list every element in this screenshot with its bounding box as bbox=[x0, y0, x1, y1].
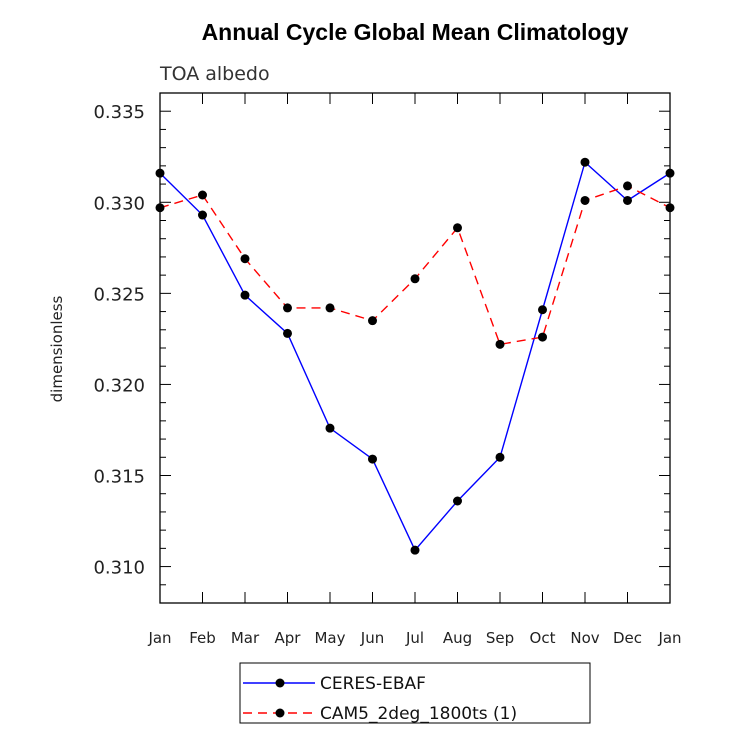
series-layer bbox=[155, 157, 675, 555]
axis-ticks bbox=[159, 92, 671, 604]
data-point bbox=[453, 496, 462, 506]
series-line bbox=[159, 185, 671, 346]
data-point bbox=[453, 223, 462, 233]
legend-marker bbox=[275, 708, 285, 718]
x-tick-label: Mar bbox=[231, 629, 260, 647]
data-point bbox=[240, 290, 250, 300]
data-point bbox=[283, 328, 292, 338]
y-tick-label: 0.325 bbox=[93, 284, 145, 305]
y-tick-label: 0.320 bbox=[93, 375, 145, 396]
legend-label: CAM5_2deg_1800ts (1) bbox=[320, 704, 517, 724]
data-point bbox=[410, 545, 420, 555]
data-point bbox=[495, 452, 505, 462]
chart-title: Annual Cycle Global Mean Climatology bbox=[202, 19, 629, 45]
data-point bbox=[623, 195, 632, 205]
axis-tick-labels: Jan Feb Mar Apr May Jun Jul Aug Sep Oct Nov Dec Jan 0… bbox=[93, 102, 681, 647]
y-axis-label: dimensionless bbox=[48, 295, 66, 402]
data-point bbox=[538, 332, 547, 342]
x-tick-label: Dec bbox=[613, 629, 642, 647]
y-tick-label: 0.315 bbox=[93, 467, 145, 488]
data-point bbox=[155, 168, 165, 178]
legend-box bbox=[239, 662, 591, 724]
x-tick-label: May bbox=[314, 629, 345, 647]
x-tick-label: Jan bbox=[147, 629, 171, 647]
data-point bbox=[240, 254, 250, 264]
data-point bbox=[495, 339, 505, 349]
legend-label: CERES-EBAF bbox=[320, 674, 426, 694]
data-point bbox=[368, 316, 377, 326]
x-tick-label: Oct bbox=[530, 629, 556, 647]
x-tick-label: Aug bbox=[443, 629, 472, 647]
data-point bbox=[580, 195, 590, 205]
chart-subtitle: TOA albedo bbox=[159, 63, 270, 85]
data-point bbox=[368, 454, 377, 464]
legend: CERES-EBAF CAM5_2deg_1800ts (1) bbox=[239, 662, 591, 724]
data-point bbox=[283, 303, 292, 313]
x-tick-label: Apr bbox=[275, 629, 302, 647]
data-point bbox=[410, 274, 420, 284]
x-tick-label: Jul bbox=[405, 629, 424, 647]
legend-marker bbox=[275, 678, 285, 688]
x-tick-label: Feb bbox=[189, 629, 216, 647]
data-point bbox=[580, 157, 590, 167]
data-point bbox=[665, 168, 675, 178]
data-point bbox=[538, 305, 547, 315]
data-point bbox=[198, 210, 207, 220]
data-point bbox=[325, 303, 335, 313]
data-point bbox=[665, 203, 675, 213]
x-tick-label: Nov bbox=[570, 629, 599, 647]
y-tick-label: 0.330 bbox=[93, 193, 145, 214]
x-tick-label: Sep bbox=[486, 629, 514, 647]
data-point bbox=[198, 190, 207, 200]
y-tick-label: 0.310 bbox=[93, 558, 145, 579]
data-point bbox=[623, 181, 632, 191]
x-tick-label: Jan bbox=[657, 629, 681, 647]
y-tick-label: 0.335 bbox=[93, 102, 145, 123]
series-line bbox=[159, 160, 671, 552]
x-tick-label: Jun bbox=[360, 629, 384, 647]
data-point bbox=[155, 203, 165, 213]
data-point bbox=[325, 423, 335, 433]
